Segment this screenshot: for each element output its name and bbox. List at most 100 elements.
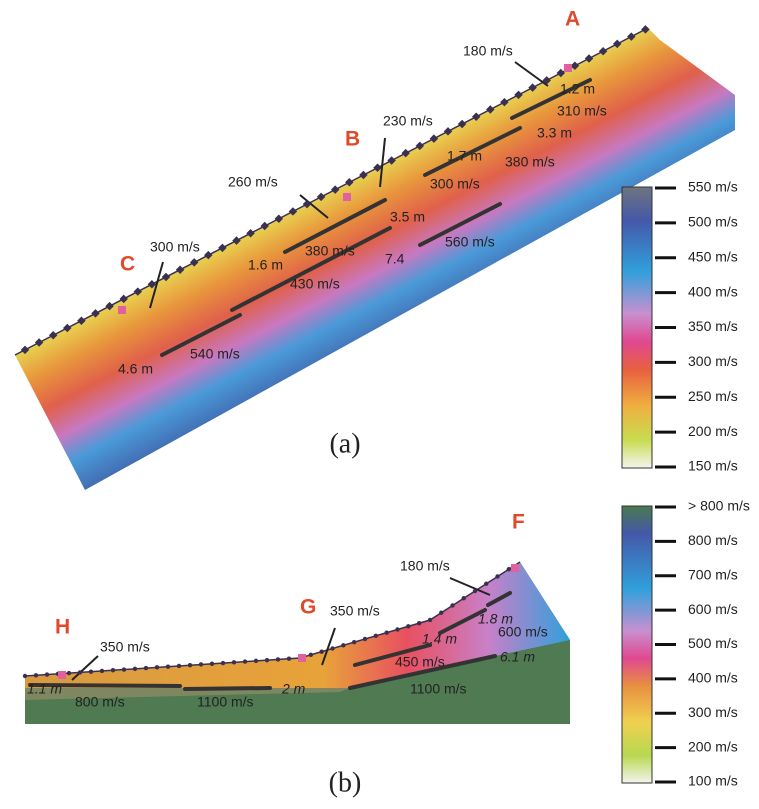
sensor	[133, 667, 137, 671]
sensor	[287, 657, 291, 661]
annotation: 380 m/s	[305, 243, 355, 259]
sensor	[374, 634, 378, 638]
annotation: 3.3 m	[537, 125, 572, 141]
station-marker	[564, 64, 572, 72]
sensor	[406, 624, 410, 628]
colorbar-label: 300 m/s	[688, 353, 738, 369]
sensor	[67, 671, 71, 675]
point-label: F	[512, 511, 525, 534]
colorbar-label: 100 m/s	[688, 773, 738, 789]
colorbar-label: 500 m/s	[688, 214, 738, 230]
sensor	[166, 664, 170, 668]
caption-b: (b)	[329, 767, 362, 798]
annotation: 560 m/s	[445, 234, 495, 250]
sensor	[484, 582, 488, 586]
sensor	[462, 596, 466, 600]
sensor	[439, 611, 443, 615]
colorbar-label: 450 m/s	[688, 248, 738, 264]
colorbar-label: 300 m/s	[688, 704, 738, 720]
sensor	[417, 621, 421, 625]
sensor	[352, 640, 356, 644]
colorbar-label: 200 m/s	[688, 738, 738, 754]
sensor	[395, 627, 399, 631]
sensor	[254, 659, 258, 663]
sensor	[450, 603, 454, 607]
sensor	[111, 668, 115, 672]
sensor	[188, 663, 192, 667]
annotation: 6.1 m	[500, 649, 535, 665]
sensor	[89, 669, 93, 673]
colorbar-label: 200 m/s	[688, 423, 738, 439]
annotation: 300 m/s	[430, 176, 480, 192]
sensor	[23, 674, 27, 678]
annotation: 180 m/s	[400, 558, 450, 574]
sensor	[309, 653, 313, 657]
sensor	[276, 657, 280, 661]
annotation: 1.2 m	[560, 81, 595, 97]
station-marker	[118, 306, 126, 314]
sensor	[428, 618, 432, 622]
sensor	[34, 673, 38, 677]
colorbar-b	[622, 506, 652, 783]
annotation: 1.7 m	[447, 148, 482, 164]
colorbar-label: 400 m/s	[688, 670, 738, 686]
annotation: 1.1 m	[27, 681, 62, 697]
sensor	[210, 662, 214, 666]
annotation: 380 m/s	[505, 154, 555, 170]
point-label: B	[345, 128, 360, 151]
annotation: 4.6 m	[118, 361, 153, 377]
caption-a: (a)	[329, 428, 360, 459]
sensor	[155, 665, 159, 669]
figure: (a) (b) A B C 180 m/s 1.2 m 310 m/s 3.3 m 230 m…	[0, 0, 759, 804]
sensor	[507, 567, 511, 571]
colorbar-label: 150 m/s	[688, 458, 738, 474]
colorbar-label: 500 m/s	[688, 635, 738, 651]
sensor	[473, 589, 477, 593]
sensor	[199, 662, 203, 666]
annotation: 1.4 m	[422, 631, 457, 647]
annotation: 230 m/s	[383, 113, 433, 129]
annotation: 1.6 m	[248, 257, 283, 273]
colorbar-a	[622, 187, 652, 468]
sensor	[177, 664, 181, 668]
sensor	[243, 659, 247, 663]
colorbar-label: 550 m/s	[688, 179, 738, 195]
annotation: 450 m/s	[395, 654, 445, 670]
annotation: 430 m/s	[290, 276, 340, 292]
sensor	[144, 666, 148, 670]
point-label: G	[300, 596, 316, 619]
colorbar-label: 250 m/s	[688, 388, 738, 404]
colorbar-label: 600 m/s	[688, 601, 738, 617]
annotation: 7.4	[385, 251, 405, 267]
sensor	[78, 670, 82, 674]
annotation: 3.5 m	[390, 209, 425, 225]
sensor	[330, 646, 334, 650]
colorbar-label: 400 m/s	[688, 283, 738, 299]
sensor	[363, 637, 367, 641]
sensor	[221, 661, 225, 665]
annotation: 350 m/s	[100, 639, 150, 655]
sensor	[319, 649, 323, 653]
station-marker	[511, 564, 519, 572]
sensor	[265, 658, 269, 662]
annotation: 180 m/s	[463, 43, 513, 59]
sensor	[341, 643, 345, 647]
colorbar-label: 350 m/s	[688, 318, 738, 334]
station-marker	[298, 654, 306, 662]
colorbar-label: > 800 m/s	[688, 498, 750, 514]
annotation: 800 m/s	[75, 694, 125, 710]
point-label: A	[565, 8, 580, 31]
colorbar-label: 800 m/s	[688, 532, 738, 548]
annotation: 310 m/s	[557, 103, 607, 119]
sensor	[100, 669, 104, 673]
station-marker	[58, 671, 66, 679]
sensor	[232, 660, 236, 664]
point-label: H	[55, 616, 70, 639]
annotation: 300 m/s	[150, 239, 200, 255]
station-marker	[343, 193, 351, 201]
sensor	[45, 672, 49, 676]
colorbar-label: 700 m/s	[688, 566, 738, 582]
annotation: 600 m/s	[498, 624, 548, 640]
annotation: 1100 m/s	[410, 681, 467, 697]
point-label: C	[120, 253, 135, 276]
